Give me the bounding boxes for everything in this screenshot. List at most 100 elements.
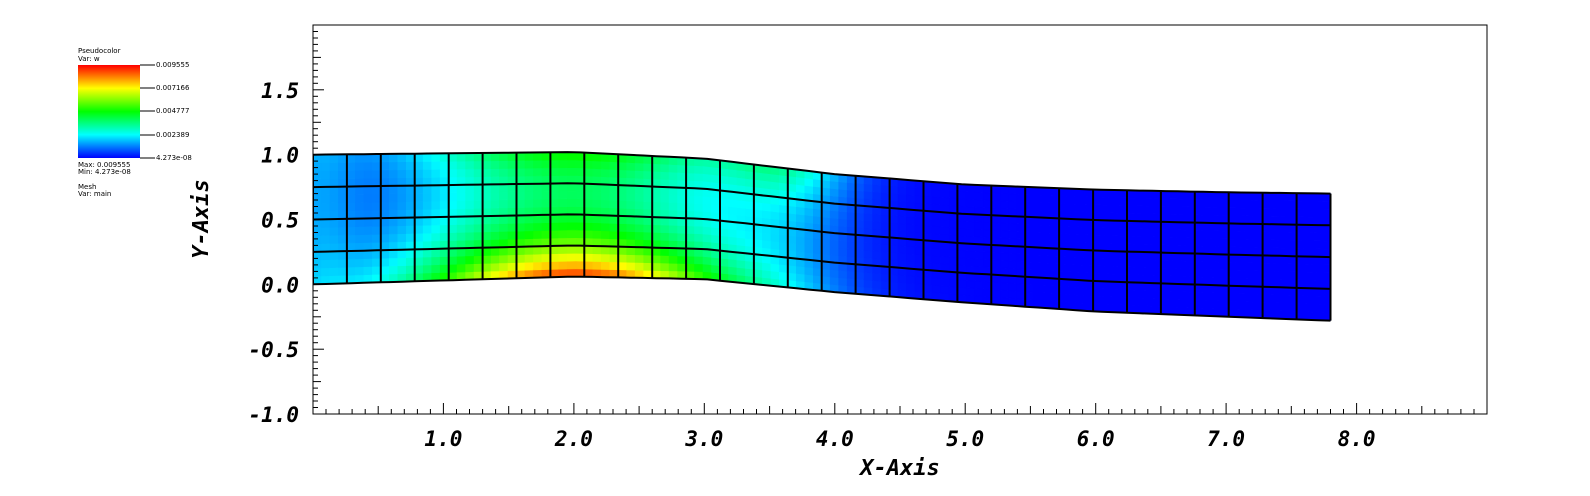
mesh-cell [1126,189,1162,223]
mesh-cells [313,151,1332,322]
mesh-cell [1160,190,1196,223]
mesh-cell [889,266,924,300]
y-axis-ticks [313,24,324,415]
mesh-cell [719,190,755,225]
mesh-cell [685,217,721,251]
mesh-cell [1126,281,1162,315]
mesh-cell [313,186,348,220]
mesh-cell [719,160,755,195]
mesh-cell [685,187,721,221]
mesh-cell [923,180,958,214]
mesh-cell [719,220,755,255]
mesh-cell [651,216,687,249]
mesh-cell [821,172,856,206]
mesh-cell [990,185,1026,218]
mesh-cell [1296,192,1331,226]
legend-max-label: Max: 0.009555 [78,161,130,169]
mesh-cell [550,151,585,184]
mesh-cell [550,182,585,216]
mesh-cell [617,153,653,187]
mesh-cell [821,201,856,236]
mesh-cell [380,153,416,187]
mesh-cell [516,151,551,185]
mesh-cell [617,215,653,248]
mesh-cell [719,250,755,285]
mesh-cell [1194,253,1229,287]
mesh-cell [1228,285,1263,319]
mesh-cell [855,234,890,268]
mesh-cell [380,249,416,283]
mesh-cell [1228,254,1263,288]
x-tick-label: 8.0 [1338,427,1376,451]
legend-tick-lines [140,64,155,159]
mesh-cell [957,183,992,216]
x-tick-label: 4.0 [816,427,854,451]
mesh-cell [1024,246,1060,280]
mesh-cell [380,185,416,219]
mesh-cell [1296,287,1331,321]
mesh-cell [821,260,856,295]
legend-min-label: Min: 4.273e-08 [78,168,131,176]
mesh-cell [651,247,687,280]
mesh-cell [1160,221,1196,254]
mesh-cell [855,175,890,209]
mesh-cell [617,184,653,218]
mesh-cell [448,215,483,249]
mesh-cell [448,184,483,218]
legend-tick-label: 0.007166 [156,84,190,92]
mesh-cell [923,269,958,303]
mesh-cell [1262,192,1297,226]
mesh-cell [313,250,348,285]
mesh-cell [1058,248,1094,282]
mesh-cell [583,152,619,186]
mesh-cell [787,227,823,262]
x-tick-label: 5.0 [946,427,984,451]
mesh-cell [380,217,416,251]
mesh-cell [1126,251,1162,284]
mesh-cell [1194,284,1229,318]
legend-tick-label: 0.004777 [156,107,189,115]
y-tick-label: 0.0 [261,273,299,297]
mesh-cell [1092,250,1128,283]
x-tick-label: 2.0 [554,427,593,451]
mesh-cell [482,246,517,280]
mesh-cell [482,215,517,249]
mesh-cell [855,263,890,297]
y-tick-label: -0.5 [248,338,299,362]
legend-plot-name: Pseudocolor [78,47,121,55]
mesh-cell [1228,223,1263,256]
y-tick-label: 0.5 [261,209,299,233]
mesh-cell [414,248,450,282]
mesh-cell [753,253,789,288]
mesh-cell [923,210,958,244]
mesh-cell [550,214,585,247]
mesh-cell [346,217,382,252]
mesh-cell [1262,223,1297,257]
mesh-cell [1024,216,1060,249]
mesh-cell [889,178,924,212]
mesh-cell [414,152,450,186]
mesh-cell [889,237,924,271]
x-axis-title: X-Axis [858,456,939,481]
legend: Pseudocolor Var: w 0.009555 0.007166 0.0… [78,47,192,198]
mesh-cell [583,214,619,247]
mesh-cell [1296,224,1331,258]
mesh-cell [1126,220,1162,253]
mesh-cell [583,183,619,217]
legend-mesh-name: Mesh [78,183,96,191]
mesh-cell [753,194,789,229]
mesh-cell [787,257,823,292]
legend-mesh-var-label: Var: main [78,190,111,198]
mesh-cell [1194,222,1229,255]
mesh-cell [1296,255,1331,290]
mesh-cell [855,204,890,238]
mesh-cell [1262,286,1297,320]
mesh-cell [821,231,856,265]
mesh-cell [753,164,789,199]
mesh-cell [346,249,382,284]
mesh-cell [753,223,789,259]
mesh-cell [957,213,992,246]
legend-var-label: Var: w [78,55,100,63]
mesh-cell [1160,283,1196,316]
